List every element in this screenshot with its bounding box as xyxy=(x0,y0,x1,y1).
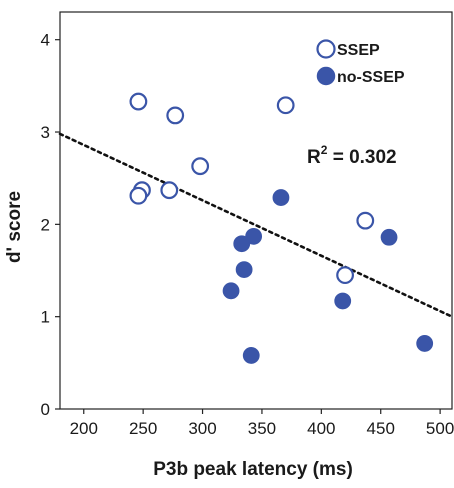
plot-border xyxy=(59,11,453,410)
x-tick-label: 350 xyxy=(248,419,276,438)
x-tick-label: 300 xyxy=(188,419,216,438)
no-ssep-point xyxy=(245,227,263,245)
no-ssep-point xyxy=(222,282,240,300)
legend-label-ssep: SSEP xyxy=(337,42,380,59)
y-tick-label: 3 xyxy=(41,123,50,142)
ssep-point xyxy=(276,96,295,115)
x-tick-label: 450 xyxy=(367,419,395,438)
legend-label-no-ssep: no-SSEP xyxy=(337,69,405,86)
ssep-point xyxy=(166,106,185,125)
no-ssep-point xyxy=(233,235,251,253)
legend: SSEP no-SSEP xyxy=(316,39,405,86)
r-squared-annotation: R2 = 0.302 xyxy=(307,143,397,168)
no-ssep-point xyxy=(242,347,260,364)
ssep-point xyxy=(160,181,179,200)
x-tick-label: 250 xyxy=(129,419,157,438)
y-tick-label: 4 xyxy=(41,31,50,50)
plot-area xyxy=(59,11,453,410)
x-tick-label: 500 xyxy=(426,419,454,438)
r-squared-r: R xyxy=(307,147,321,168)
x-axis-title: P3b peak latency (ms) xyxy=(153,459,353,480)
ssep-point xyxy=(191,157,210,176)
no-ssep-point xyxy=(272,189,290,206)
legend-marker-no-ssep xyxy=(316,66,336,86)
y-tick-label: 2 xyxy=(41,215,50,234)
y-axis-title: d' score xyxy=(4,191,25,263)
legend-marker-ssep xyxy=(316,39,336,59)
no-ssep-point xyxy=(235,261,253,278)
axis-ticks: 200 250 300 350 400 450 500 0 1 2 3 4 xyxy=(41,31,454,438)
r-squared-value: = 0.302 xyxy=(327,147,396,168)
y-tick-label: 1 xyxy=(41,308,50,327)
no-ssep-point xyxy=(334,292,352,310)
trendline-layer xyxy=(58,132,454,318)
ssep-point xyxy=(129,92,148,111)
no-ssep-point xyxy=(416,335,434,352)
x-tick-label: 200 xyxy=(70,419,98,438)
ssep-point xyxy=(336,266,354,285)
x-tick-label: 400 xyxy=(307,419,335,438)
y-tick-label: 0 xyxy=(41,400,50,419)
points-layer xyxy=(129,92,434,364)
no-ssep-point xyxy=(380,228,398,246)
ssep-point xyxy=(356,211,375,230)
ssep-point xyxy=(129,186,148,205)
regression-line xyxy=(58,132,454,318)
r-squared-superscript: 2 xyxy=(321,143,328,157)
